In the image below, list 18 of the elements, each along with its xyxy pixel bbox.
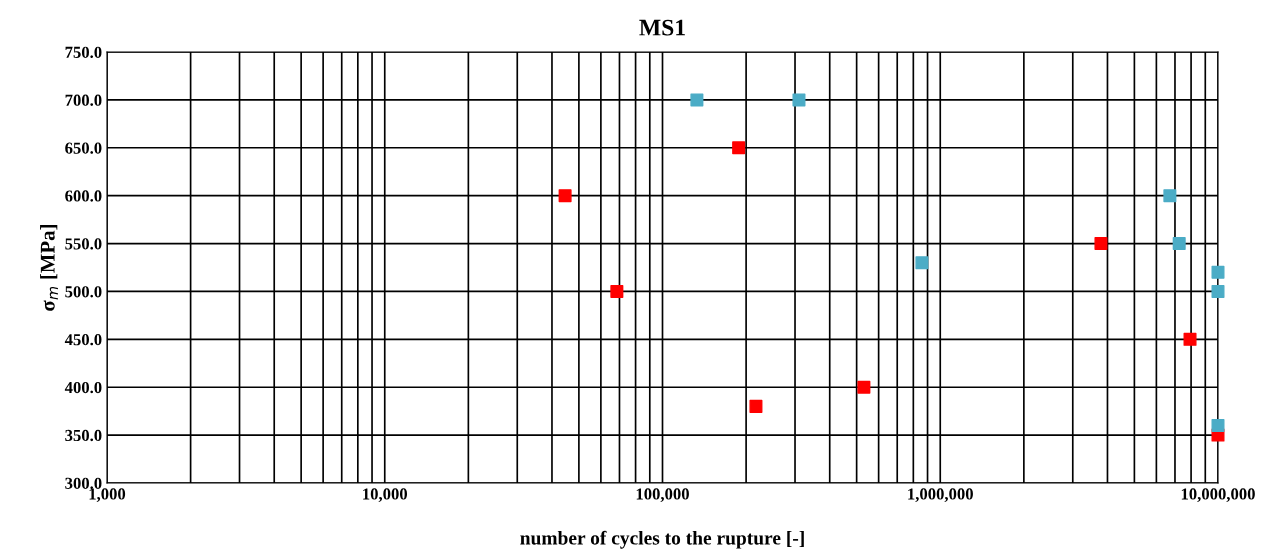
y-tick-label: 500.0 <box>65 286 102 298</box>
y-tick-label: 300.0 <box>65 477 102 490</box>
x-axis-title: number of cycles to the rupture [-] <box>520 530 804 549</box>
x-tick-label: 1,000 <box>89 488 126 503</box>
y-tick-label: 350.0 <box>65 429 102 442</box>
x-tick-label: 10,000,000 <box>1181 488 1255 503</box>
x-tick-label: 1,000,000 <box>908 488 973 503</box>
y-tick-label: 600.0 <box>65 190 102 202</box>
y-tick-label: 750.0 <box>65 46 102 59</box>
x-tick-label: 10,000 <box>363 488 408 503</box>
y-tick-label: 650.0 <box>65 142 102 154</box>
y-tick-label: 400.0 <box>64 381 102 394</box>
y-axis-title: σ$_{m}$ [MPa] <box>40 225 58 311</box>
chart-title: MS1 <box>639 19 685 36</box>
y-tick-label: 550.0 <box>65 238 102 250</box>
x-tick-label: 100,000 <box>636 488 689 503</box>
y-tick-label: 700.0 <box>65 94 102 106</box>
y-tick-label: 450.0 <box>64 334 102 346</box>
